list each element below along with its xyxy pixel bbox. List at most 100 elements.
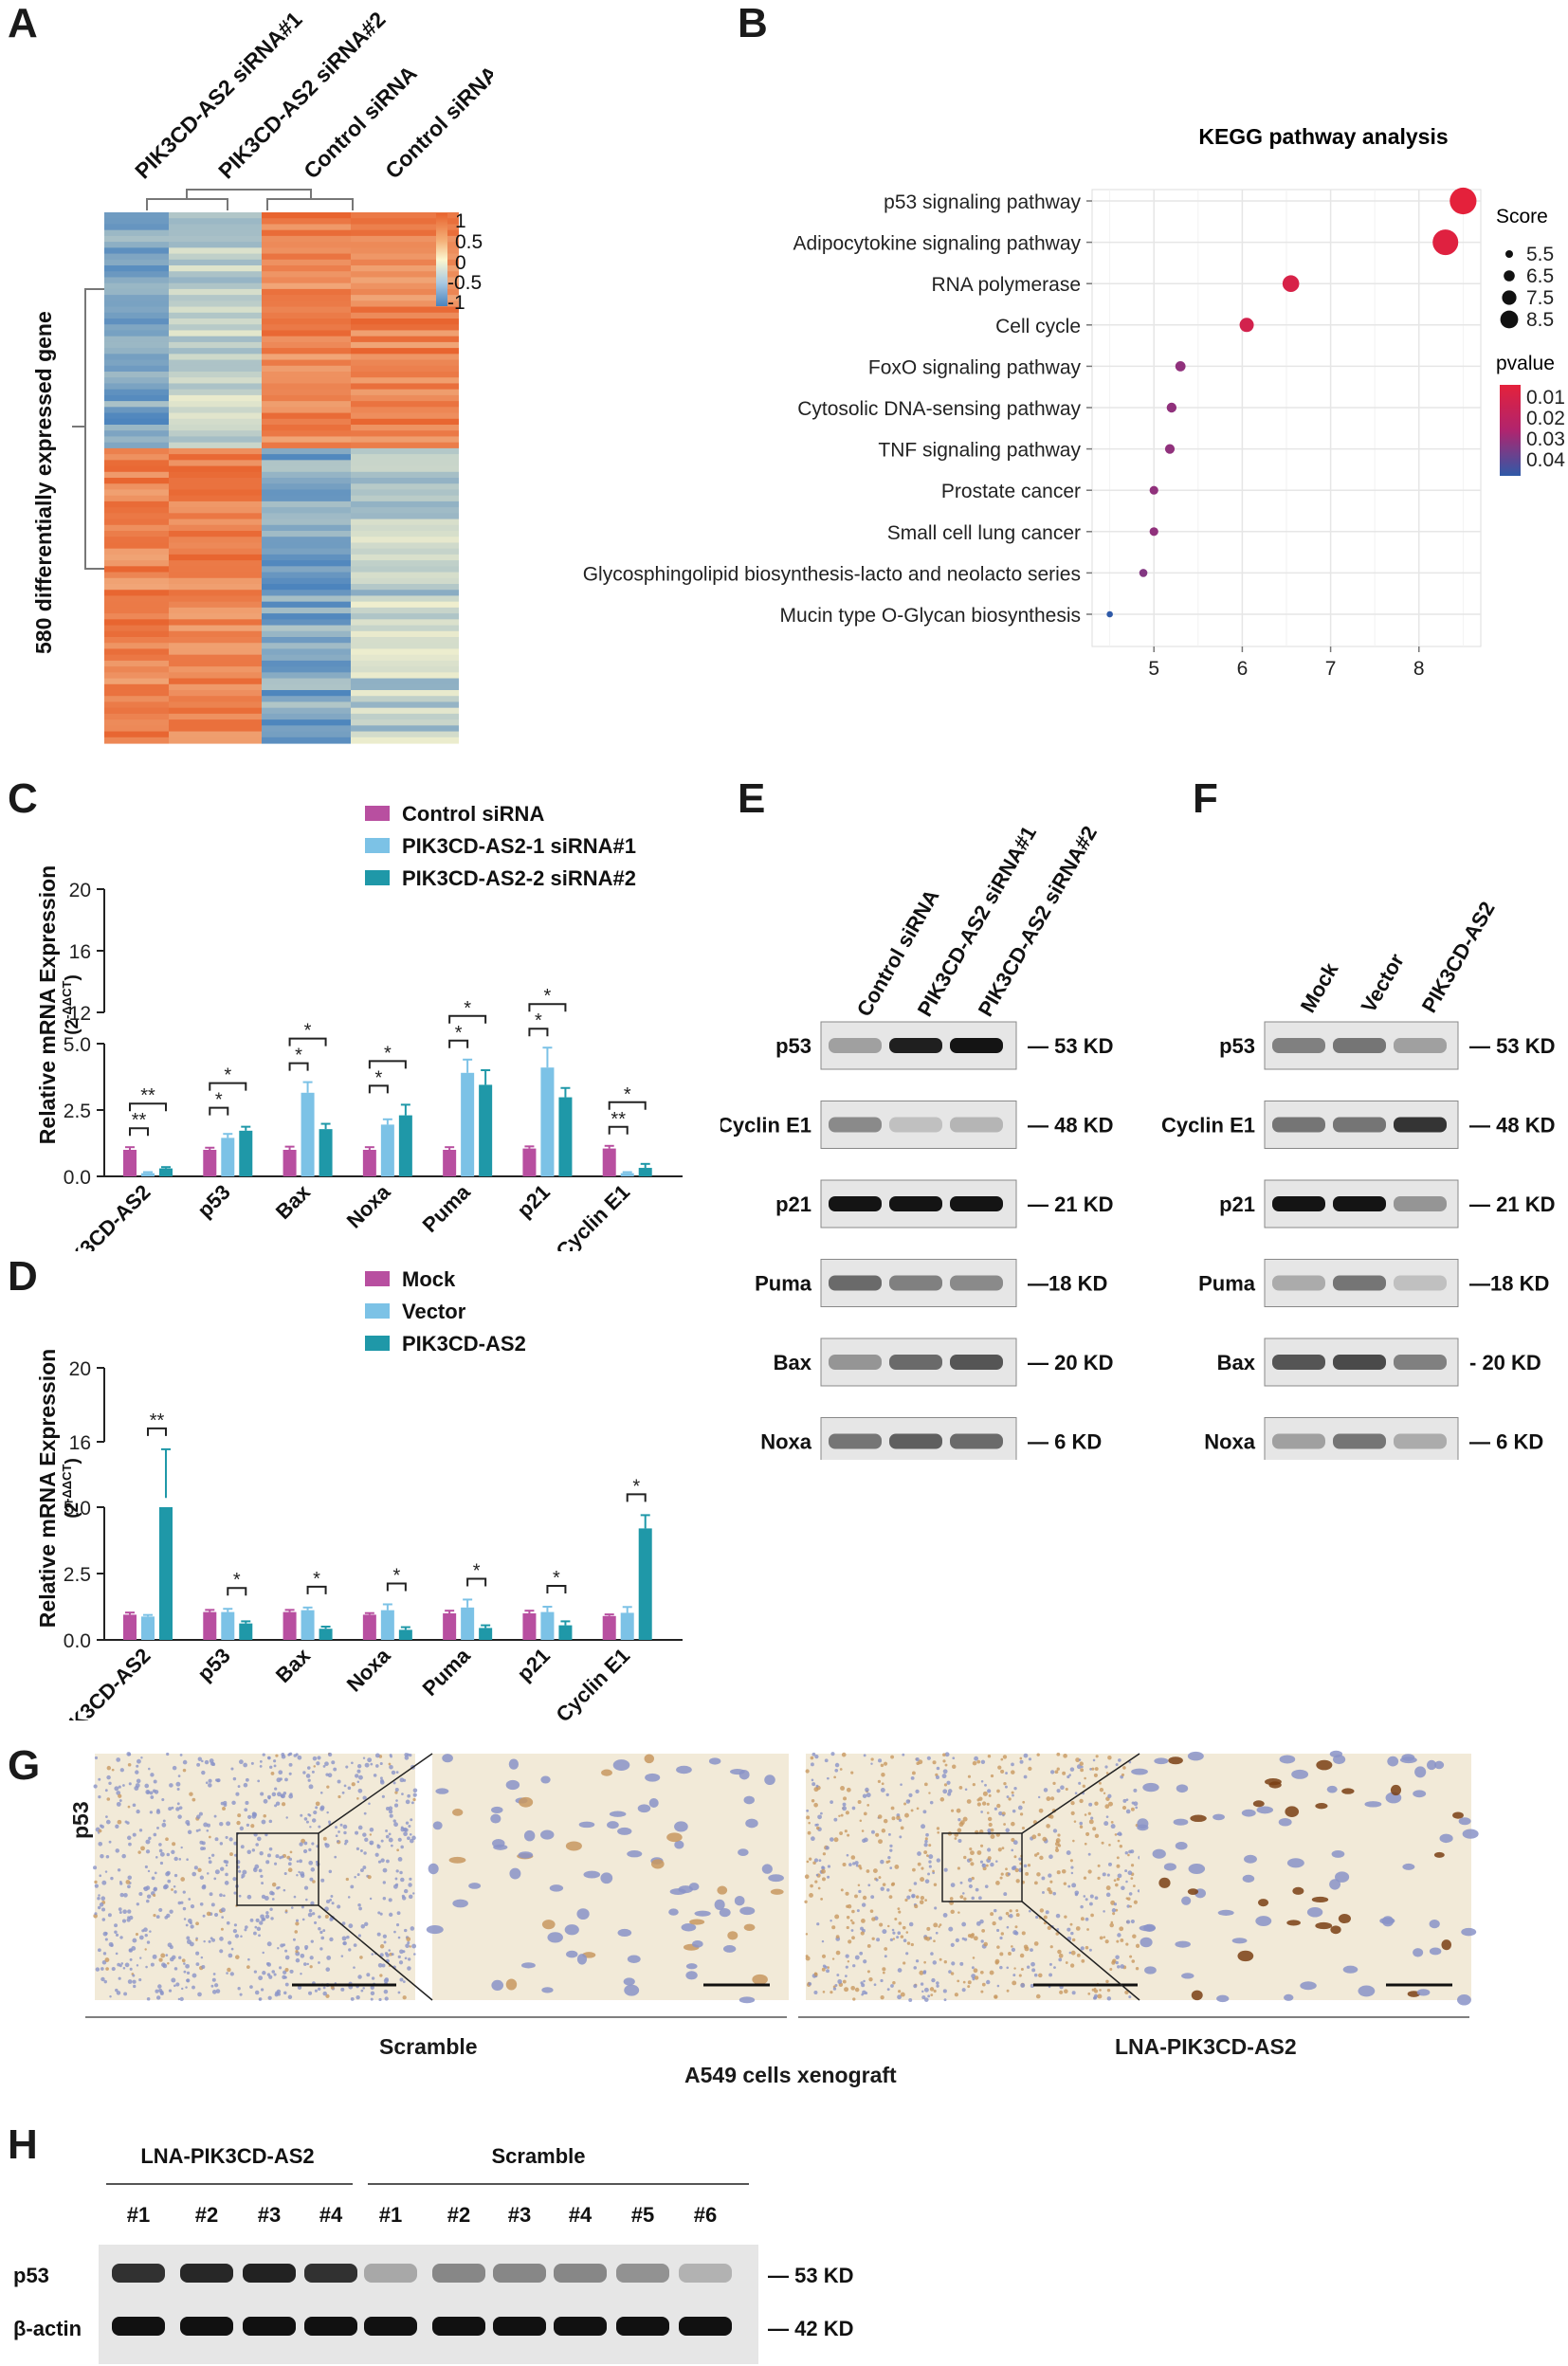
ihc-nucleus	[1130, 1864, 1135, 1867]
heatmap-cell	[104, 412, 169, 420]
ihc-nucleus	[1080, 1917, 1085, 1921]
heatmap-cell	[104, 666, 169, 673]
heatmap-cell	[262, 524, 351, 532]
ihc-nucleus	[1019, 1812, 1024, 1816]
ihc-nucleus	[884, 1955, 887, 1958]
legend-swatch	[365, 1336, 390, 1351]
ihc-nucleus	[127, 1805, 131, 1809]
ihc-nucleus	[648, 1798, 659, 1808]
ihc-nucleus	[376, 1932, 381, 1937]
heatmap-cell	[104, 312, 169, 319]
blot-size-label: — 6 KD	[1028, 1430, 1102, 1454]
ihc-nucleus	[1118, 1758, 1121, 1762]
heatmap-cell	[169, 359, 262, 367]
ihc-nucleus	[1110, 1821, 1114, 1824]
ihc-nucleus	[132, 1938, 137, 1943]
ihc-nucleus	[301, 1905, 304, 1909]
bar	[398, 1629, 412, 1640]
ihc-nucleus	[129, 1967, 133, 1971]
ihc-nucleus	[106, 1797, 111, 1801]
heatmap-cell	[262, 418, 351, 426]
ihc-nucleus	[915, 1789, 920, 1794]
ihc-nucleus	[402, 1980, 406, 1983]
ihc-nucleus	[1116, 1832, 1120, 1836]
ihc-nucleus	[852, 1964, 856, 1968]
ihc-nucleus	[341, 1791, 345, 1794]
ihc-nucleus	[915, 1895, 920, 1899]
ihc-nucleus	[928, 1844, 932, 1847]
ihc-nucleus	[412, 1892, 415, 1895]
ihc-nucleus	[340, 1955, 344, 1957]
heatmap-cell	[104, 430, 169, 438]
blot-size-label: — 42 KD	[768, 2317, 853, 2340]
ihc-nucleus	[285, 1816, 288, 1819]
ihc-nucleus	[1048, 1962, 1052, 1966]
y-tick-label: 0.0	[64, 1630, 91, 1652]
heatmap-cell	[351, 554, 459, 561]
ihc-nucleus	[1124, 1990, 1129, 1995]
heatmap-cell	[262, 365, 351, 373]
ihc-nucleus	[109, 1995, 112, 1998]
heatmap-cell	[351, 330, 459, 337]
ihc-nucleus	[303, 1841, 308, 1846]
ihc-nucleus	[1094, 1896, 1099, 1901]
ihc-nucleus	[182, 1768, 187, 1773]
ihc-nucleus	[974, 1756, 979, 1761]
heatmap-cell	[104, 630, 169, 638]
heatmap-cell	[262, 336, 351, 343]
y-axis-label-unit: (2-ΔΔCT)	[60, 974, 82, 1035]
ihc-nucleus	[1049, 1770, 1055, 1774]
heatmap-cell	[104, 442, 169, 449]
ihc-nucleus	[139, 1956, 142, 1959]
significance-bracket	[546, 1585, 567, 1593]
ihc-nucleus	[158, 1848, 163, 1853]
heatmap-cell	[169, 348, 262, 355]
ihc-nucleus	[1066, 1850, 1071, 1856]
column-dendrogram	[146, 189, 354, 210]
ihc-nucleus	[957, 1911, 960, 1914]
ihc-nucleus	[866, 1869, 870, 1873]
ihc-nucleus	[1099, 1788, 1104, 1793]
heatmap-cell	[262, 212, 351, 219]
ihc-nucleus	[190, 1924, 194, 1929]
ihc-nucleus	[884, 1947, 888, 1951]
ihc-nucleus	[296, 1860, 300, 1863]
bar	[123, 1150, 137, 1176]
ihc-nucleus	[187, 1829, 192, 1835]
legend-label: PIK3CD-AS2-1 siRNA#1	[402, 834, 636, 858]
ihc-nucleus	[1000, 1757, 1004, 1761]
ihc-nucleus	[413, 1953, 416, 1956]
ihc-nucleus	[1063, 1754, 1067, 1758]
ihc-nucleus	[126, 1835, 132, 1841]
heatmap-cell	[351, 524, 459, 532]
ihc-nucleus	[140, 1756, 143, 1759]
ihc-nucleus	[492, 1839, 505, 1848]
ihc-nucleus	[1441, 1939, 1452, 1951]
blot-protein-label: Bax	[774, 1351, 812, 1374]
ihc-nucleus	[333, 1767, 337, 1772]
ihc-nucleus	[950, 1942, 955, 1947]
ihc-nucleus	[262, 1971, 266, 1975]
heatmap-cell	[104, 678, 169, 685]
bar	[159, 1168, 173, 1176]
ihc-nucleus	[379, 1776, 383, 1780]
ihc-nucleus	[283, 1871, 287, 1876]
y-axis-label-unit: (2-ΔΔCT)	[60, 1458, 82, 1519]
heatmap-cell	[351, 548, 459, 555]
ihc-nucleus	[932, 1869, 935, 1873]
ihc-nucleus	[1125, 1920, 1131, 1924]
ihc-nucleus	[370, 1991, 375, 1996]
heatmap-cell	[169, 253, 262, 261]
ihc-nucleus	[171, 1849, 175, 1854]
heatmap-cell	[351, 643, 459, 650]
ihc-nucleus	[186, 1939, 191, 1945]
ihc-nucleus	[863, 1837, 868, 1843]
ihc-image	[804, 1752, 1158, 2002]
ihc-nucleus	[1079, 1825, 1084, 1829]
ihc-nucleus	[1083, 1876, 1087, 1880]
ihc-nucleus	[1074, 1890, 1080, 1896]
ihc-nucleus	[1128, 1995, 1132, 1999]
ihc-nucleus	[246, 1823, 250, 1827]
ihc-nucleus	[846, 1925, 849, 1930]
ihc-nucleus	[178, 1956, 182, 1959]
